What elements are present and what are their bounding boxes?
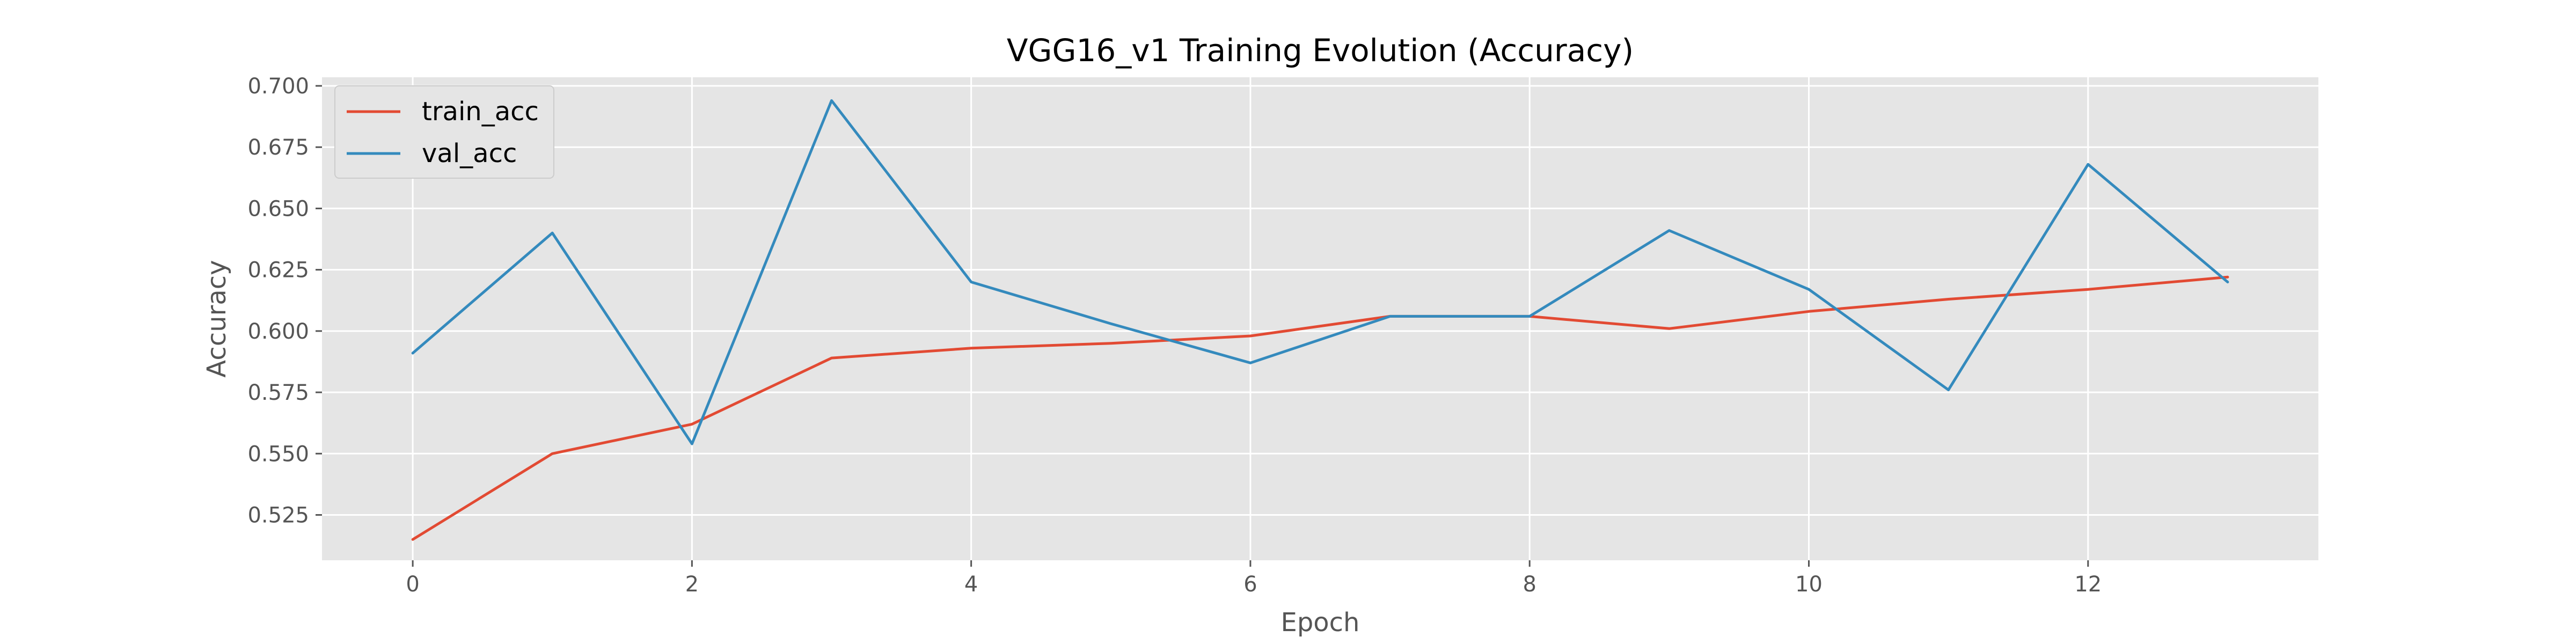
x-tick-label: 12 xyxy=(2074,572,2102,597)
y-axis-label: Accuracy xyxy=(202,260,232,377)
legend-box xyxy=(334,85,554,179)
series-line-val-acc xyxy=(411,99,2229,445)
x-tick-label: 0 xyxy=(406,572,419,597)
y-tick-label: 0.600 xyxy=(247,319,309,344)
x-tick-label: 10 xyxy=(1795,572,1823,597)
y-tick-label: 0.700 xyxy=(247,74,309,99)
y-tick-label: 0.625 xyxy=(247,258,309,283)
plot-area xyxy=(322,77,2318,560)
x-axis-label: Epoch xyxy=(1281,608,1360,638)
y-tick-label: 0.675 xyxy=(247,135,309,160)
y-tick-label: 0.550 xyxy=(247,442,309,466)
legend-label-val-acc: val_acc xyxy=(422,138,517,169)
x-tick-label: 6 xyxy=(1243,572,1257,597)
series-lines xyxy=(411,99,2229,541)
x-tick-label: 4 xyxy=(964,572,978,597)
grid-lines xyxy=(322,77,2318,560)
y-tick-label: 0.650 xyxy=(247,196,309,221)
y-tick-label: 0.575 xyxy=(247,380,309,405)
chart-title: VGG16_v1 Training Evolution (Accuracy) xyxy=(1007,32,1634,69)
x-tick-label: 2 xyxy=(685,572,699,597)
y-tick-label: 0.525 xyxy=(247,503,309,528)
x-axis-ticks: 0 2 4 6 8 10 12 xyxy=(406,560,2102,597)
legend-label-train-acc: train_acc xyxy=(422,97,539,127)
series-line-train-acc xyxy=(411,275,2229,541)
y-axis-ticks: 0.525 0.550 0.575 0.600 0.625 0.650 0.675 0.700 xyxy=(247,74,322,528)
x-tick-label: 8 xyxy=(1523,572,1536,597)
legend: train_acc val_acc xyxy=(334,85,554,179)
